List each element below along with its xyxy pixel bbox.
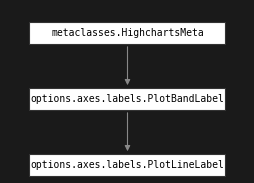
Text: metaclasses.HighchartsMeta: metaclasses.HighchartsMeta xyxy=(51,28,203,38)
Text: options.axes.labels.PlotLineLabel: options.axes.labels.PlotLineLabel xyxy=(30,160,224,170)
FancyBboxPatch shape xyxy=(29,154,225,176)
Text: options.axes.labels.PlotBandLabel: options.axes.labels.PlotBandLabel xyxy=(30,94,224,104)
FancyBboxPatch shape xyxy=(29,88,225,110)
FancyBboxPatch shape xyxy=(29,22,225,44)
